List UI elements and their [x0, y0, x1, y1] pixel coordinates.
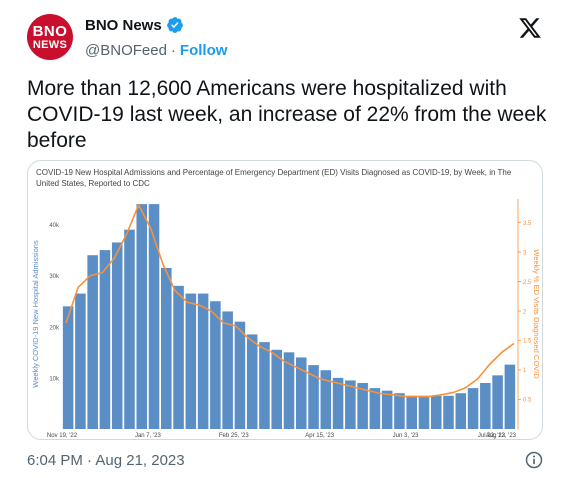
avatar-text-bottom: NEWS [32, 38, 68, 51]
chart-bar [467, 388, 479, 429]
chart-bar [406, 395, 417, 429]
y2-tick-label: 3 [523, 250, 527, 256]
y-tick-label: 10k [49, 376, 60, 382]
ed-visits-line [65, 204, 515, 398]
x-tick-label: Jul 22, '23 [478, 433, 506, 439]
info-icon[interactable] [524, 450, 544, 470]
x-tick-label: Feb 25, '23 [219, 433, 249, 439]
chart-bar [197, 293, 209, 429]
follow-button[interactable]: Follow [179, 42, 228, 59]
chart-bar [492, 375, 503, 429]
y2-tick-label: 2.5 [523, 280, 532, 286]
chart-bar [99, 250, 111, 429]
y-axis-label: Weekly COVID-19 New Hospital Admissions [31, 240, 40, 388]
x-tick-label: Nov 19, '22 [47, 433, 78, 439]
chart-bar [210, 301, 221, 429]
chart-bar [173, 285, 184, 429]
chart-bar [394, 393, 405, 429]
chart-bar [480, 383, 491, 429]
separator: · [170, 42, 176, 59]
chart-bar [295, 357, 307, 429]
chart-bar [320, 370, 332, 429]
avatar[interactable]: BNO NEWS [27, 14, 73, 60]
chart-card[interactable]: 10k 20k 30k 40k 0.5 1 1.5 2 2.5 3 3.5 Nov 19, '22 Ja… [27, 160, 543, 440]
chart-bar [246, 334, 258, 429]
name-row: BNO News [85, 16, 184, 34]
chart: 10k 20k 30k 40k 0.5 1 1.5 2 2.5 3 3.5 Nov 19, '22 Ja… [31, 199, 541, 439]
y2-tick-label: 1 [523, 368, 527, 374]
chart-bar [455, 393, 467, 429]
y-tick-label: 20k [49, 325, 60, 331]
display-name[interactable]: BNO News [85, 16, 162, 34]
avatar-text-top: BNO [32, 22, 68, 40]
chart-bar [430, 395, 442, 429]
x-tick-label: Aug 12, '23 [486, 433, 517, 439]
chart-bar [308, 365, 319, 429]
y2-axis-label: Weekly % ED Visits Diagnosed COVID [532, 249, 541, 379]
chart-bar [345, 380, 356, 429]
tweet-text: More than 12,600 Americans were hospital… [27, 77, 547, 152]
chart-bar [259, 342, 270, 429]
y-tick-label: 30k [49, 274, 60, 280]
chart-bar [504, 364, 516, 429]
chart-bar [418, 395, 430, 429]
chart-bar [87, 255, 98, 429]
chart-bar [234, 321, 246, 429]
y-tick-label: 40k [49, 223, 60, 229]
chart-bar [357, 383, 368, 429]
chart-bar [75, 293, 86, 429]
chart-bar [271, 349, 282, 429]
x-tick-label: Jun 3, '23 [393, 433, 419, 439]
chart-bar [148, 204, 160, 429]
chart-bar [124, 229, 135, 429]
chart-bar [136, 204, 148, 429]
x-tick-label: Jan 7, '23 [135, 433, 161, 439]
handle[interactable]: @BNOFeed [85, 42, 167, 59]
handle-row: @BNOFeed · Follow [85, 42, 227, 59]
chart-bar [381, 390, 393, 429]
y2-tick-label: 2 [523, 309, 527, 315]
timestamp[interactable]: 6:04 PM · Aug 21, 2023 [27, 452, 185, 469]
chart-bar [161, 268, 172, 429]
chart-title: COVID-19 New Hospital Admissions and Per… [36, 168, 512, 188]
chart-bar [283, 352, 295, 429]
chart-bar [185, 293, 197, 429]
chart-bar [443, 395, 454, 429]
verified-badge-icon [166, 17, 183, 33]
chart-bar [62, 306, 74, 429]
chart-bar [369, 388, 381, 429]
chart-bar [111, 242, 123, 429]
chart-bar [332, 377, 344, 429]
x-logo-icon[interactable] [518, 16, 542, 40]
x-tick-label: Apr 15, '23 [305, 433, 334, 439]
chart-bar [222, 311, 233, 429]
y2-tick-label: 0.5 [523, 398, 532, 404]
y2-tick-label: 1.5 [523, 339, 532, 345]
y2-tick-label: 3.5 [523, 221, 532, 227]
